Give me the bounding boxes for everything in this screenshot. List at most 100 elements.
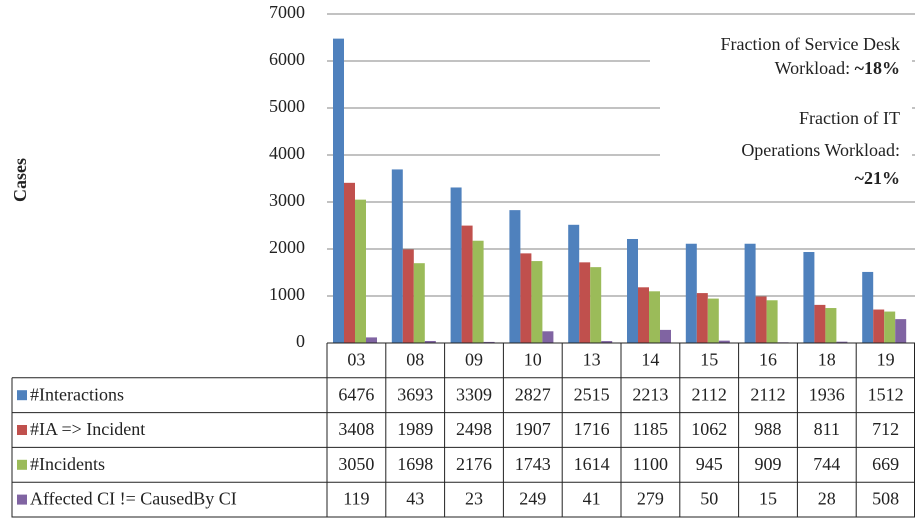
bar (862, 271, 874, 343)
table-cell: 3408 (338, 419, 374, 439)
y-tick-label: 0 (296, 331, 305, 351)
x-tick-label: 14 (641, 350, 659, 370)
legend-key (17, 494, 27, 505)
legend-label: Affected CI != CausedBy CI (30, 489, 237, 509)
annotation-line: Fraction of IT (799, 108, 900, 128)
bar (509, 210, 521, 343)
annotation-line: Operations Workload: (741, 140, 900, 160)
annotation-bg (660, 105, 912, 193)
table-cell: 41 (583, 489, 601, 509)
table-cell: 2515 (574, 384, 610, 404)
table-cell: 1062 (691, 419, 727, 439)
table-cell: 811 (814, 419, 840, 439)
table-cell: 1989 (397, 419, 433, 439)
bar (483, 341, 495, 343)
table-cell: 6476 (338, 384, 374, 404)
bar (744, 243, 756, 343)
x-tick-label: 15 (700, 350, 718, 370)
y-tick-label: 1000 (269, 284, 305, 304)
bar (836, 341, 848, 343)
bar (355, 199, 366, 343)
bar (707, 298, 719, 343)
bar (413, 263, 425, 343)
table-cell: 1936 (809, 384, 845, 404)
bar (520, 253, 532, 343)
annotation: Fraction of IT (799, 108, 900, 128)
x-tick-label: 03 (347, 350, 365, 370)
x-tick-label: 19 (877, 350, 895, 370)
bar (895, 319, 907, 343)
annotation: Fraction of Service Desk (721, 34, 900, 54)
table-cell: 3693 (397, 384, 433, 404)
table-cell: 1698 (397, 454, 433, 474)
table-cell: 669 (872, 454, 899, 474)
bar (391, 169, 403, 343)
y-axis-label: Cases (10, 158, 30, 202)
table-cell: 279 (637, 489, 664, 509)
bar (450, 187, 462, 343)
annotation-highlight: ~18% (855, 58, 900, 78)
annotation: Workload: ~18% (775, 58, 900, 78)
table-cell: 1100 (633, 454, 668, 474)
bar (660, 329, 671, 343)
table-cell: 1907 (515, 419, 551, 439)
bar (814, 304, 826, 343)
table-cell: 43 (406, 489, 424, 509)
bar (472, 240, 484, 343)
bar (718, 340, 730, 343)
table-cell: 1614 (574, 454, 610, 474)
y-tick-label: 4000 (269, 143, 305, 163)
bar (766, 300, 778, 343)
bar (638, 287, 649, 343)
table-cell: 909 (755, 454, 782, 474)
bar (461, 225, 473, 343)
table-cell: 2112 (692, 384, 727, 404)
x-tick-label: 09 (465, 350, 483, 370)
table-cell: 3050 (338, 454, 374, 474)
bar (685, 243, 697, 343)
bar (542, 331, 554, 343)
y-tick-label: 7000 (269, 2, 305, 22)
table-cell: 2213 (632, 384, 668, 404)
table-cell: 744 (813, 454, 840, 474)
annotation-line: Workload: (775, 58, 851, 78)
table-cell: 988 (755, 419, 782, 439)
bar (531, 261, 543, 343)
bar (601, 341, 613, 343)
bar (333, 38, 344, 344)
table-cell: 945 (696, 454, 723, 474)
table-cell: 2176 (456, 454, 492, 474)
table-cell: 119 (343, 489, 369, 509)
table-cell: 508 (872, 489, 899, 509)
table-cell: 2827 (515, 384, 551, 404)
table-cell: 2498 (456, 419, 492, 439)
x-tick-label: 08 (406, 350, 424, 370)
y-tick-label: 6000 (269, 49, 305, 69)
table-cell: 2112 (750, 384, 785, 404)
table-cell: 1185 (633, 419, 668, 439)
x-tick-label: 13 (583, 350, 601, 370)
table-cell: 1743 (515, 454, 551, 474)
annotation-bg (650, 30, 912, 82)
table-cell: 28 (818, 489, 836, 509)
table-cell: 1716 (574, 419, 610, 439)
bar (649, 291, 660, 343)
bar (579, 262, 591, 343)
bar (590, 267, 602, 343)
legend-key (17, 459, 27, 470)
bar (825, 308, 837, 343)
table-cell: 15 (759, 489, 777, 509)
legend-key (17, 390, 27, 401)
y-tick-label: 3000 (269, 190, 305, 210)
table-cell: 1512 (868, 384, 904, 404)
bar (755, 296, 767, 343)
table-cell: 3309 (456, 384, 492, 404)
bar (696, 293, 708, 343)
legend-key (17, 425, 27, 435)
bar (424, 340, 436, 343)
table-cell: 23 (465, 489, 483, 509)
legend-label: #Incidents (30, 454, 105, 474)
x-tick-label: 18 (818, 350, 836, 370)
bar (627, 238, 638, 343)
